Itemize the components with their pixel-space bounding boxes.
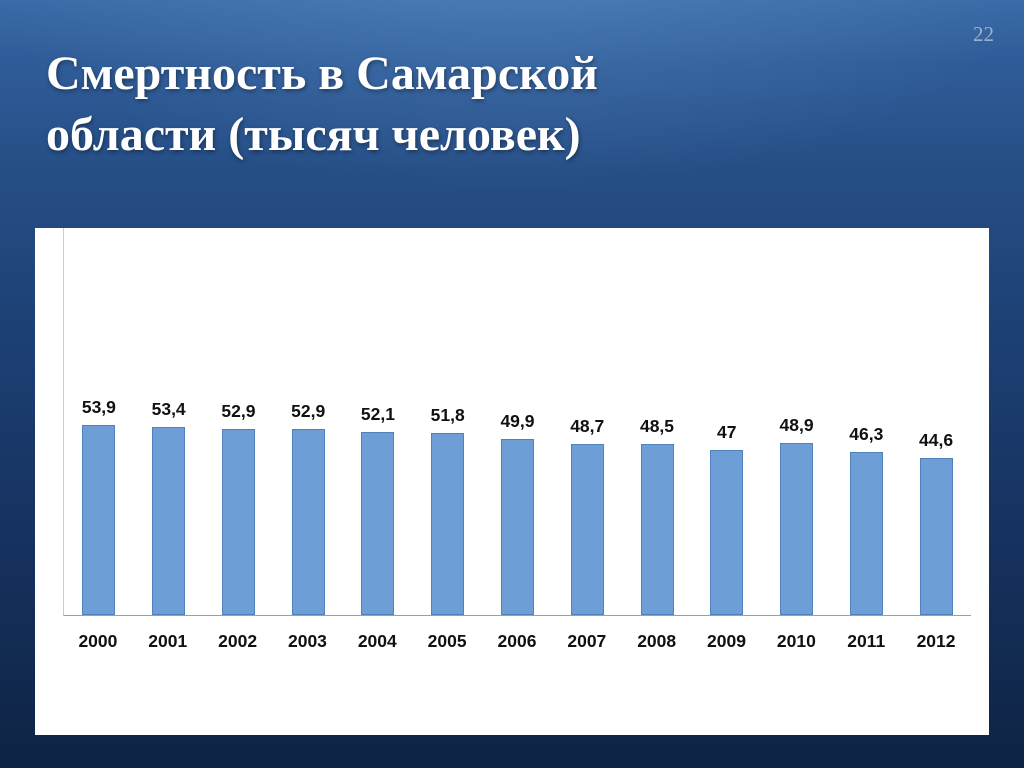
bar-column: 52,9	[273, 228, 343, 615]
plot-area: 53,9 53,4 52,9 52,9 52,1 51,8 49,9 48,7 48,5 47 48…	[63, 228, 971, 616]
chart-panel: 53,9 53,4 52,9 52,9 52,1 51,8 49,9 48,7 48,5 47 48…	[35, 228, 989, 735]
bar-value-label: 53,4	[151, 399, 186, 419]
bar-value-label: 49,9	[500, 411, 535, 431]
bar-column: 51,8	[413, 228, 483, 615]
bar	[640, 444, 674, 615]
bar	[919, 458, 953, 615]
x-axis-label: 2008	[637, 631, 677, 651]
bar-column: 49,9	[483, 228, 553, 615]
bar-value-label: 48,5	[639, 416, 675, 436]
bar	[849, 452, 883, 615]
bar	[82, 425, 116, 615]
bar-value-label: 52,9	[291, 401, 326, 421]
x-axis-label: 2010	[776, 631, 816, 651]
bar	[152, 427, 186, 615]
bar-value-label: 53,9	[81, 397, 116, 417]
bar-column: 48,7	[552, 228, 622, 615]
bar	[431, 433, 465, 615]
x-axis-label: 2001	[148, 631, 188, 651]
bar-column: 48,9	[762, 228, 832, 615]
bar	[500, 439, 534, 615]
bar-column: 47	[692, 228, 762, 615]
bar-column: 44,6	[901, 228, 971, 615]
bar	[780, 443, 814, 615]
bar-value-label: 46,3	[849, 424, 884, 444]
x-axis-label: 2006	[497, 631, 537, 651]
x-axis-label: 2011	[847, 631, 886, 651]
x-axis-label: 2012	[916, 631, 956, 651]
x-axis-label: 2009	[707, 631, 746, 651]
bar	[710, 450, 744, 615]
x-axis-label: 2003	[287, 631, 327, 651]
slide-title: Смертность в Самарской области (тысяч че…	[46, 44, 826, 166]
slide-title-line-2: области (тысяч человек)	[46, 107, 581, 161]
bar	[361, 432, 395, 615]
bar-column: 53,9	[64, 228, 134, 615]
bar	[221, 429, 255, 615]
bar-value-label: 52,9	[221, 401, 256, 421]
x-axis-labels: 2000 2001 2002 2003 2004 2005 2006 2007 2008 2009…	[63, 616, 971, 652]
bar	[570, 444, 604, 615]
bar-value-label: 52,1	[360, 404, 395, 424]
bar	[291, 429, 325, 615]
bar-value-label: 48,9	[779, 415, 814, 435]
bar-value-label: 47	[717, 422, 737, 442]
bar-column: 52,9	[204, 228, 274, 615]
x-axis-label: 2000	[78, 631, 118, 651]
x-axis-label: 2005	[427, 631, 467, 651]
bar-column: 53,4	[134, 228, 204, 615]
x-axis-label: 2002	[218, 631, 258, 651]
bar-column: 46,3	[831, 228, 901, 615]
bar-value-label: 44,6	[919, 430, 954, 450]
bar-value-label: 51,8	[430, 405, 465, 425]
x-axis-label: 2007	[567, 631, 607, 651]
x-axis-label: 2004	[357, 631, 397, 651]
page-number: 22	[973, 22, 994, 46]
bar-column: 48,5	[622, 228, 692, 615]
slide-title-line-1: Смертность в Самарской	[46, 47, 598, 100]
bar-value-label: 48,7	[570, 416, 605, 436]
bar-column: 52,1	[343, 228, 413, 615]
